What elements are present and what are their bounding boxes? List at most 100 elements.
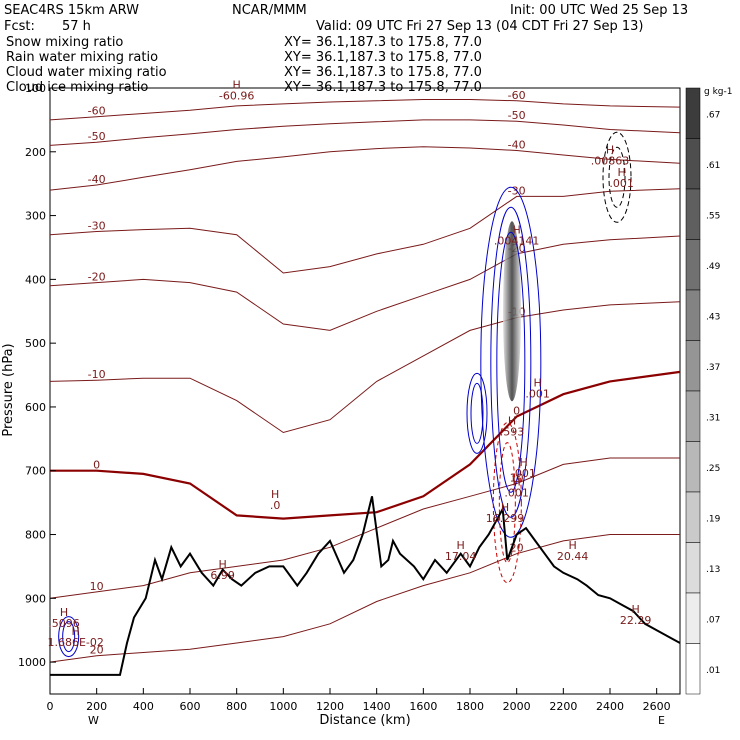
isotherm-label: -50 [88,130,106,143]
y-tick-label: 100 [25,82,46,95]
max-value: -60.96 [219,89,254,102]
x-tick-label: 0 [47,700,54,713]
org-label: NCAR/MMM [232,3,307,18]
legend-label: Rain water mixing ratio [6,50,158,65]
colorbar-swatch [685,138,701,190]
max-value: .593 [500,426,525,439]
y-tick-label: 700 [25,465,46,478]
hydrometeor-contours [58,131,632,658]
fcst-label: Fcst: [4,19,35,34]
y-tick-label: 900 [25,592,46,605]
max-value: 22.29 [620,614,652,627]
y-tick-label: 300 [25,210,46,223]
isotherm-label: 20 [90,644,104,657]
colorbar-swatch [685,643,701,695]
y-axis-ticks: 100 200 300 400 500 600 700 800 900 1000 [18,82,56,669]
colorbar-label: .19 [706,514,721,524]
x-tick-label: 800 [226,700,247,713]
max-marker: H [233,78,241,91]
max-value: .001 [609,177,634,190]
isotherm-line [50,370,681,520]
colorbar-label: .61 [706,161,720,171]
isotherm-line [49,235,681,331]
isotherm-line [49,146,681,191]
west-label: W [88,714,99,727]
x-tick-label: 400 [133,700,154,713]
valid-time: Valid: 09 UTC Fri 27 Sep 13 (04 CDT Fri … [316,19,643,34]
isotherm-label: -60 [508,89,526,102]
isotherm-label: -30 [88,220,106,233]
colorbar-swatch [685,390,701,442]
terrain-line [50,496,681,676]
x-tick-label: 1800 [456,700,484,713]
rain-water-contour [492,422,522,584]
max-marker: H [534,376,542,389]
colorbar-label: .13 [706,565,720,575]
rain-water-contour [498,442,516,564]
isotherm-label: 10 [90,580,104,593]
y-tick-label: 1000 [18,656,46,669]
colorbar-label: .31 [706,413,720,423]
max-marker: H [508,415,516,428]
cloud-water-contour [62,621,76,653]
cloud-water-contour [58,616,80,658]
isotherm-label: -40 [508,139,526,152]
cloud-ice-contour [602,131,632,223]
max-value: .001 [525,387,550,400]
max-marker: H [457,539,465,552]
legend-xy: XY= 36.1,187.3 to 175.8, 77.0 [284,35,482,50]
max-marker: H [632,603,640,616]
colorbar-label: .67 [706,110,720,120]
cloud-water-contour [480,186,542,538]
isotherm-label: -60 [88,105,106,118]
x-tick-label: 1000 [269,700,297,713]
x-tick-label: 1200 [316,700,344,713]
colorbar-label: .43 [706,312,720,322]
isotherm-line [49,534,680,663]
max-marker: H [520,456,528,469]
colorbar-swatch [685,239,701,291]
max-marker: H [513,475,521,488]
max-marker: H [513,223,521,236]
x-tick-label: 1600 [409,700,437,713]
init-time: Init: 00 UTC Wed 25 Sep 13 [510,3,688,18]
isotherm-line [49,99,681,121]
isotherm-label: 0 [513,405,520,418]
colorbar-swatch [685,441,701,493]
isotherm-label: 0 [93,459,100,472]
x-tick-label: 2400 [596,700,624,713]
legend-label: Cloud water mixing ratio [6,65,167,80]
max-marker: H [501,501,509,514]
model-title: SEAC4RS 15km ARW [4,3,139,18]
max-marker: H [569,539,577,552]
freezing-level [50,370,681,520]
colorbar-swatch [685,592,701,644]
cloud-water-contour [496,231,526,493]
colorbar-swatch [685,542,701,594]
max-marker: H [60,606,68,619]
y-tick-label: 800 [25,529,46,542]
colorbar-swatch [685,188,701,240]
colorbar-swatch [685,340,701,392]
max-marker: H [219,558,227,571]
y-tick-label: 200 [25,146,46,159]
isotherm-label: -40 [88,173,106,186]
colorbar-label: .49 [706,262,721,272]
cloud-water-contour [466,372,488,454]
max-value: .001 [511,467,536,480]
x-axis-label: Distance (km) [319,713,410,728]
colorbar-label: .37 [706,363,720,373]
max-value: .001 [504,486,529,499]
legend-xy: XY= 36.1,187.3 to 175.8, 77.0 [284,65,482,80]
east-label: E [658,714,665,727]
colorbar-label: .01 [706,666,720,676]
isotherm-line [49,457,680,599]
max-value: .004141 [494,234,540,247]
colorbar-label: .55 [706,211,720,221]
x-tick-label: 600 [180,700,201,713]
max-marker: H [618,166,626,179]
snow-shading [503,221,521,402]
x-axis-ticks: 0 200 400 600 800 1000 1200 1400 1600 1800 2000 220… [47,688,671,713]
isotherm-line [49,188,681,274]
